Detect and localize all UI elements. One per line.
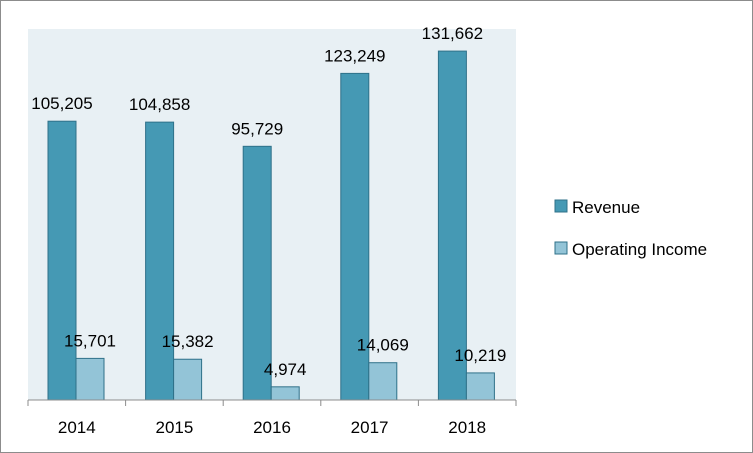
legend-swatch-operating-income (554, 241, 568, 255)
bar-operating-income-2018 (465, 372, 495, 401)
data-label-operating-income-2014: 15,701 (64, 331, 116, 350)
data-label-revenue-2014: 105,205 (31, 94, 92, 113)
data-label-revenue-2016: 95,729 (231, 119, 283, 138)
x-tick-label-2018: 2018 (448, 418, 486, 437)
data-label-revenue-2015: 104,858 (129, 95, 190, 114)
bar-operating-income-2016 (270, 386, 300, 401)
bars-layer (47, 50, 495, 401)
x-tick-label-2014: 2014 (58, 418, 96, 437)
data-label-revenue-2018: 131,662 (422, 24, 483, 43)
data-label-revenue-2017: 123,249 (324, 46, 385, 65)
plot-area (28, 29, 516, 400)
bar-revenue-2014 (47, 120, 77, 401)
data-label-operating-income-2018: 10,219 (454, 346, 506, 365)
labels-layer: 105,205 104,858 95,729 123,249 131,662 15,701… (31, 24, 506, 379)
bar-revenue-2015 (145, 121, 175, 401)
x-axis: 2014 2015 2016 2017 2018 (27, 399, 517, 437)
x-tick-label-2017: 2017 (351, 418, 389, 437)
bar-operating-income-2015 (173, 358, 203, 401)
x-tick-label-2015: 2015 (155, 418, 193, 437)
legend-label-revenue: Revenue (572, 198, 640, 217)
legend-label-operating-income: Operating Income (572, 240, 707, 259)
bar-operating-income-2014 (75, 357, 105, 401)
data-label-operating-income-2015: 15,382 (162, 332, 214, 351)
data-label-operating-income-2016: 4,974 (264, 360, 307, 379)
legend: Revenue Operating Income (554, 198, 707, 259)
x-tick-label-2016: 2016 (253, 418, 291, 437)
data-label-operating-income-2017: 14,069 (357, 336, 409, 355)
legend-swatch-revenue (554, 199, 568, 213)
bar-operating-income-2017 (368, 362, 398, 401)
